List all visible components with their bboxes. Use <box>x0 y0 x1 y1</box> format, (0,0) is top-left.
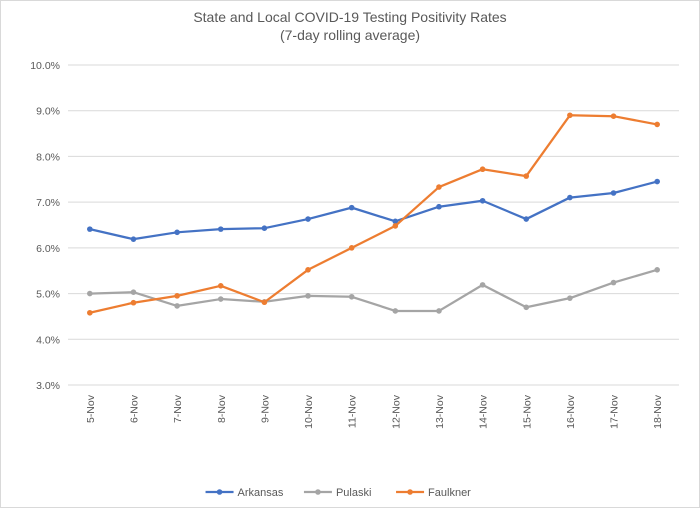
x-tick-label: 18-Nov <box>652 394 664 429</box>
data-point-pulaski <box>610 279 617 286</box>
data-point-faulkner <box>305 267 311 273</box>
data-point-pulaski <box>567 295 573 301</box>
data-point-pulaski <box>654 267 660 273</box>
x-tick-label: 13-Nov <box>434 394 446 429</box>
data-point-faulkner <box>130 299 137 306</box>
data-point-arkansas <box>348 204 355 211</box>
chart-subtitle: (7-day rolling average) <box>279 27 421 43</box>
x-tick-label: 8-Nov <box>216 394 228 423</box>
y-tick-label: 9.0% <box>36 106 60 118</box>
data-point-arkansas <box>523 216 530 222</box>
x-tick-label: 7-Nov <box>172 394 184 423</box>
data-point-pulaski <box>523 304 530 311</box>
y-tick-label: 3.0% <box>36 380 60 392</box>
series-line-pulaski <box>88 268 659 313</box>
x-tick-label: 9-Nov <box>259 394 271 423</box>
legend-marker-pulaski <box>315 489 321 495</box>
legend-label-pulaski: Pulaski <box>336 487 371 499</box>
data-point-faulkner <box>261 299 268 306</box>
x-tick-label: 17-Nov <box>609 394 621 429</box>
legend-label-arkansas: Arkansas <box>238 487 284 499</box>
data-point-pulaski <box>479 282 486 288</box>
x-tick-label: 16-Nov <box>565 394 577 429</box>
data-point-faulkner <box>392 223 399 229</box>
data-point-arkansas <box>174 229 180 236</box>
y-tick-label: 8.0% <box>36 151 60 163</box>
data-point-pulaski <box>305 293 311 299</box>
data-point-pulaski <box>130 289 137 296</box>
data-point-arkansas <box>610 190 617 196</box>
data-point-faulkner <box>523 173 530 179</box>
x-tick-label: 5-Nov <box>85 394 97 423</box>
x-tick-label: 6-Nov <box>128 394 140 423</box>
y-tick-label: 7.0% <box>36 197 60 209</box>
data-point-faulkner <box>479 166 486 173</box>
data-point-arkansas <box>654 178 660 185</box>
y-tick-label: 6.0% <box>36 243 60 255</box>
data-point-faulkner <box>610 113 617 119</box>
series-line-faulkner <box>88 114 659 314</box>
data-point-pulaski <box>436 308 442 314</box>
data-point-pulaski <box>87 290 93 297</box>
data-point-faulkner <box>654 121 660 128</box>
data-point-arkansas <box>305 216 311 222</box>
data-point-faulkner <box>217 283 224 289</box>
data-point-faulkner <box>87 309 93 316</box>
x-tick-label: 10-Nov <box>303 394 315 429</box>
data-point-arkansas <box>217 226 224 232</box>
data-point-arkansas <box>436 203 442 210</box>
data-point-faulkner <box>174 293 180 299</box>
data-point-arkansas <box>261 225 268 231</box>
legend-marker-arkansas <box>216 489 223 495</box>
chart-title: State and Local COVID-19 Testing Positiv… <box>193 9 507 25</box>
data-point-arkansas <box>392 218 399 225</box>
data-point-pulaski <box>392 308 399 314</box>
legend-label-faulkner: Faulkner <box>428 487 471 499</box>
data-point-arkansas <box>567 194 573 201</box>
series-line-arkansas <box>88 180 659 241</box>
x-tick-label: 15-Nov <box>521 394 533 429</box>
y-tick-label: 10.0% <box>30 60 60 72</box>
x-tick-label: 14-Nov <box>478 394 490 429</box>
x-tick-label: 12-Nov <box>390 394 402 429</box>
y-tick-label: 4.0% <box>36 334 60 346</box>
data-point-arkansas <box>87 226 93 232</box>
data-point-faulkner <box>436 184 442 190</box>
data-point-arkansas <box>479 197 486 204</box>
data-point-arkansas <box>130 236 137 242</box>
data-point-pulaski <box>348 293 355 300</box>
x-tick-label: 11-Nov <box>347 394 359 428</box>
y-tick-label: 5.0% <box>36 289 60 301</box>
data-point-faulkner <box>348 245 355 251</box>
data-point-pulaski <box>174 303 180 309</box>
data-point-pulaski <box>217 296 224 302</box>
data-point-faulkner <box>567 112 573 119</box>
legend-marker-faulkner <box>407 489 413 495</box>
